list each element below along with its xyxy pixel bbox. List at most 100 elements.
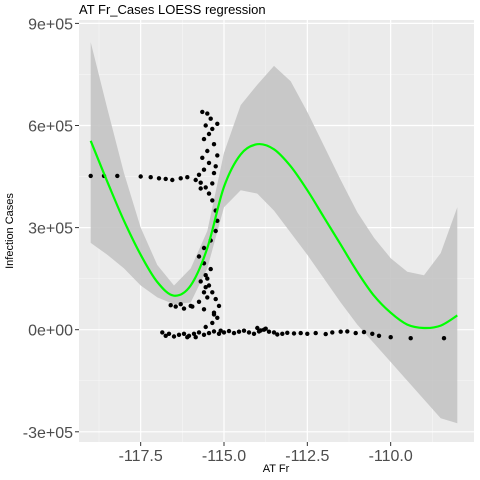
data-point — [213, 296, 218, 302]
data-point — [215, 121, 220, 127]
data-point — [170, 177, 175, 183]
data-point — [201, 307, 207, 312]
data-point — [205, 295, 210, 300]
data-point — [200, 109, 205, 115]
data-point — [205, 148, 210, 154]
data-point — [201, 245, 207, 251]
x-axis-title: AT Fr — [263, 463, 290, 475]
data-point — [115, 173, 120, 179]
data-point — [313, 330, 318, 336]
data-point — [376, 333, 382, 338]
data-point — [203, 123, 208, 128]
data-point — [176, 332, 182, 337]
data-point — [178, 302, 183, 307]
data-point — [345, 329, 350, 334]
data-point — [211, 312, 217, 317]
y-axis-title: Infection Cases — [4, 193, 16, 269]
data-point — [298, 330, 303, 336]
data-point — [231, 330, 237, 336]
data-point — [88, 173, 93, 179]
data-point — [211, 170, 217, 176]
data-point — [251, 331, 257, 336]
data-point — [215, 153, 220, 158]
data-point — [173, 304, 178, 309]
data-point — [211, 142, 217, 147]
data-point — [205, 276, 210, 281]
data-point — [241, 328, 247, 333]
data-point — [163, 333, 168, 338]
data-point — [201, 136, 207, 142]
x-tick-label: -115.0 — [202, 448, 246, 465]
data-point — [201, 290, 207, 295]
data-point — [408, 336, 413, 341]
data-point — [206, 131, 212, 137]
data-point — [361, 329, 367, 335]
data-point — [226, 328, 232, 334]
confidence-band — [90, 42, 458, 424]
y-tick-label: 6e+05 — [28, 119, 73, 136]
data-point — [203, 324, 208, 330]
data-point — [221, 330, 227, 335]
data-point — [323, 331, 328, 337]
data-point — [210, 126, 215, 132]
data-point — [196, 172, 202, 177]
x-axis-ticks: -117.5 -115.0 -112.5 -110.0 — [119, 442, 413, 465]
data-point — [148, 175, 153, 180]
data-point — [353, 330, 358, 336]
chart-title: AT Fr_Cases LOESS regression — [79, 2, 266, 17]
data-points — [88, 109, 447, 341]
data-point — [213, 228, 218, 234]
data-point — [263, 326, 268, 331]
data-point — [166, 331, 172, 336]
data-point — [211, 329, 217, 334]
data-point — [246, 330, 252, 335]
data-point — [208, 116, 213, 121]
y-tick-label: 0e+00 — [28, 323, 73, 340]
y-tick-label: 9e+05 — [28, 16, 73, 33]
data-point — [196, 330, 202, 335]
data-point — [206, 330, 212, 336]
data-point — [160, 330, 165, 335]
data-point — [258, 328, 263, 333]
data-point — [198, 279, 203, 284]
x-tick-label: -112.5 — [285, 448, 329, 465]
data-point — [185, 335, 190, 340]
data-point — [338, 329, 343, 334]
data-point — [271, 330, 277, 335]
data-point — [201, 332, 207, 337]
data-point — [210, 320, 215, 326]
data-point — [181, 331, 187, 336]
data-point — [196, 254, 202, 259]
data-point — [388, 335, 393, 340]
data-point — [370, 331, 375, 336]
data-point — [190, 304, 195, 309]
data-point — [196, 299, 202, 304]
data-point — [215, 315, 220, 320]
data-point — [193, 177, 198, 183]
y-tick-label: 3e+05 — [28, 221, 73, 238]
data-point — [198, 180, 203, 185]
y-tick-label: -3e+05 — [23, 425, 73, 442]
data-point — [191, 331, 197, 336]
data-point — [156, 176, 162, 181]
data-point — [330, 330, 335, 335]
data-point — [178, 176, 183, 181]
data-point — [305, 331, 310, 336]
data-point — [205, 111, 210, 116]
data-point — [200, 155, 205, 160]
data-point — [255, 325, 260, 331]
data-point — [206, 283, 212, 288]
data-point — [215, 218, 220, 223]
data-point — [181, 306, 187, 311]
data-point — [203, 185, 208, 190]
data-point — [206, 191, 212, 196]
data-point — [203, 285, 208, 290]
data-point — [198, 186, 203, 191]
data-point — [171, 334, 177, 339]
data-point — [185, 175, 190, 180]
data-point — [280, 331, 285, 336]
data-point — [163, 176, 168, 182]
data-point — [203, 273, 208, 278]
data-point — [168, 303, 173, 308]
